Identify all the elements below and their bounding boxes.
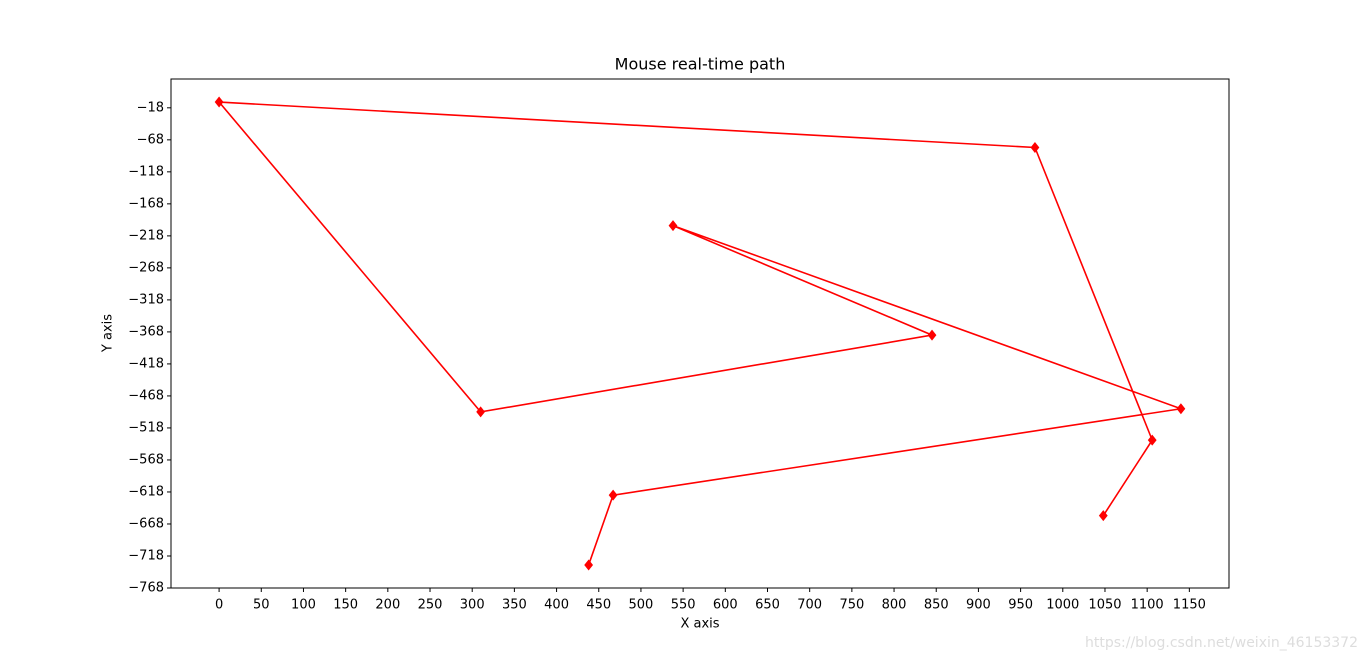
point-marker [476, 406, 486, 418]
y-tick-label: −18 [137, 100, 164, 115]
x-tick-label: 150 [333, 598, 358, 613]
x-tick-label: 1000 [1046, 598, 1079, 613]
y-tick-label: −468 [128, 388, 164, 403]
x-tick-label: 900 [966, 598, 991, 613]
x-tick-label: 700 [797, 598, 822, 613]
x-tick-label: 950 [1008, 598, 1033, 613]
y-tick-label: −768 [128, 581, 164, 596]
point-marker [608, 489, 618, 501]
y-tick-label: −568 [128, 452, 164, 467]
x-tick-label: 800 [882, 598, 907, 613]
x-tick-label: 250 [418, 598, 443, 613]
y-axis-label: Y axis [101, 314, 116, 353]
y-tick-label: −618 [128, 484, 164, 499]
y-tick-label: −418 [128, 356, 164, 371]
point-marker [1176, 403, 1186, 415]
y-tick-label: −68 [137, 132, 164, 147]
x-tick-label: 50 [253, 598, 270, 613]
x-tick-label: 500 [629, 598, 654, 613]
y-tick-label: −668 [128, 516, 164, 531]
point-marker [1098, 510, 1108, 522]
x-tick-label: 650 [755, 598, 780, 613]
chart-title: Mouse real-time path [615, 55, 786, 74]
x-tick-label: 100 [291, 598, 316, 613]
y-tick-label: −318 [128, 292, 164, 307]
x-tick-label: 1100 [1131, 598, 1164, 613]
x-tick-label: 0 [215, 598, 223, 613]
y-tick-label: −718 [128, 548, 164, 563]
x-tick-label: 400 [544, 598, 569, 613]
x-axis-label: X axis [680, 617, 719, 632]
y-tick-label: −218 [128, 228, 164, 243]
x-tick-label: 850 [924, 598, 949, 613]
y-tick-label: −268 [128, 260, 164, 275]
path-line [217, 101, 1182, 566]
x-tick-label: 1150 [1173, 598, 1206, 613]
x-tick-label: 300 [460, 598, 485, 613]
plot-frame [170, 78, 1230, 589]
point-marker [668, 220, 678, 232]
point-marker [1030, 142, 1040, 154]
point-marker [927, 329, 937, 341]
point-marker [584, 559, 594, 571]
x-tick-label: 750 [839, 598, 864, 613]
x-tick-label: 1050 [1088, 598, 1121, 613]
watermark: https://blog.csdn.net/weixin_46153372 [1085, 635, 1358, 651]
x-tick-label: 450 [586, 598, 611, 613]
y-tick-label: −518 [128, 420, 164, 435]
x-tick-label: 600 [713, 598, 738, 613]
point-marker [1147, 434, 1157, 446]
x-tick-label: 350 [502, 598, 527, 613]
x-tick-label: 550 [671, 598, 696, 613]
x-tick-label: 200 [375, 598, 400, 613]
y-tick-label: −118 [128, 164, 164, 179]
y-tick-label: −168 [128, 196, 164, 211]
point-marker [214, 96, 224, 108]
y-tick-label: −368 [128, 324, 164, 339]
